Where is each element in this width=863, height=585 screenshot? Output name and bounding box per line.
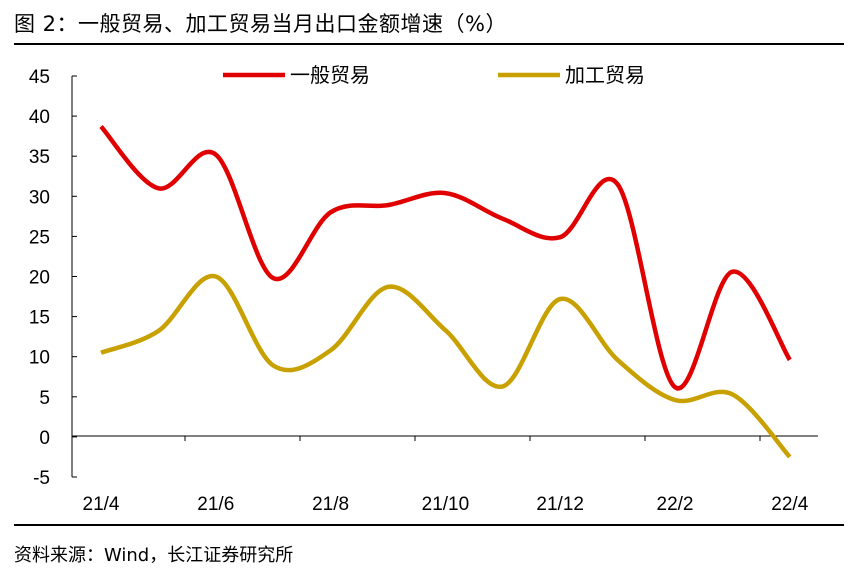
x-tick-label: 21/8 <box>312 494 349 515</box>
x-axis: 21/4 21/6 21/8 21/10 21/12 22/2 22/4 <box>72 435 818 515</box>
y-tick-label: 5 <box>39 388 50 409</box>
chart-title: 图 2：一般贸易、加工贸易当月出口金额增速（%） <box>14 12 507 36</box>
y-tick-label: 15 <box>29 308 50 329</box>
y-tick-label: 45 <box>29 67 50 88</box>
legend-label: 加工贸易 <box>565 64 645 87</box>
x-tick-label: 21/12 <box>536 494 584 515</box>
y-tick-label: 40 <box>29 107 50 128</box>
y-tick-label: 30 <box>29 187 50 208</box>
series-processing-trade-line <box>100 274 792 459</box>
x-tick-label: 22/4 <box>771 494 808 515</box>
source-rule <box>14 524 844 526</box>
y-tick-label: 20 <box>29 268 50 289</box>
y-tick-label: -5 <box>33 468 50 489</box>
legend: 一般贸易 加工贸易 <box>223 64 645 87</box>
y-tick-label: 10 <box>29 348 50 369</box>
x-tick-label: 21/4 <box>83 494 120 515</box>
y-tick-label: 25 <box>29 227 50 248</box>
x-tick-label: 21/10 <box>422 494 470 515</box>
title-rule <box>14 43 844 45</box>
x-tick-label: 22/2 <box>657 494 694 515</box>
y-tick-label: 35 <box>29 147 50 168</box>
legend-label: 一般贸易 <box>290 64 370 87</box>
series-layer <box>99 124 792 459</box>
y-tick-label: 0 <box>39 428 50 449</box>
x-tick-label: 21/6 <box>197 494 234 515</box>
y-axis: -5 0 5 10 15 20 25 30 35 40 45 <box>29 67 77 489</box>
source-note: 资料来源：Wind，长江证券研究所 <box>14 545 294 566</box>
series-general-trade-line <box>99 124 792 391</box>
